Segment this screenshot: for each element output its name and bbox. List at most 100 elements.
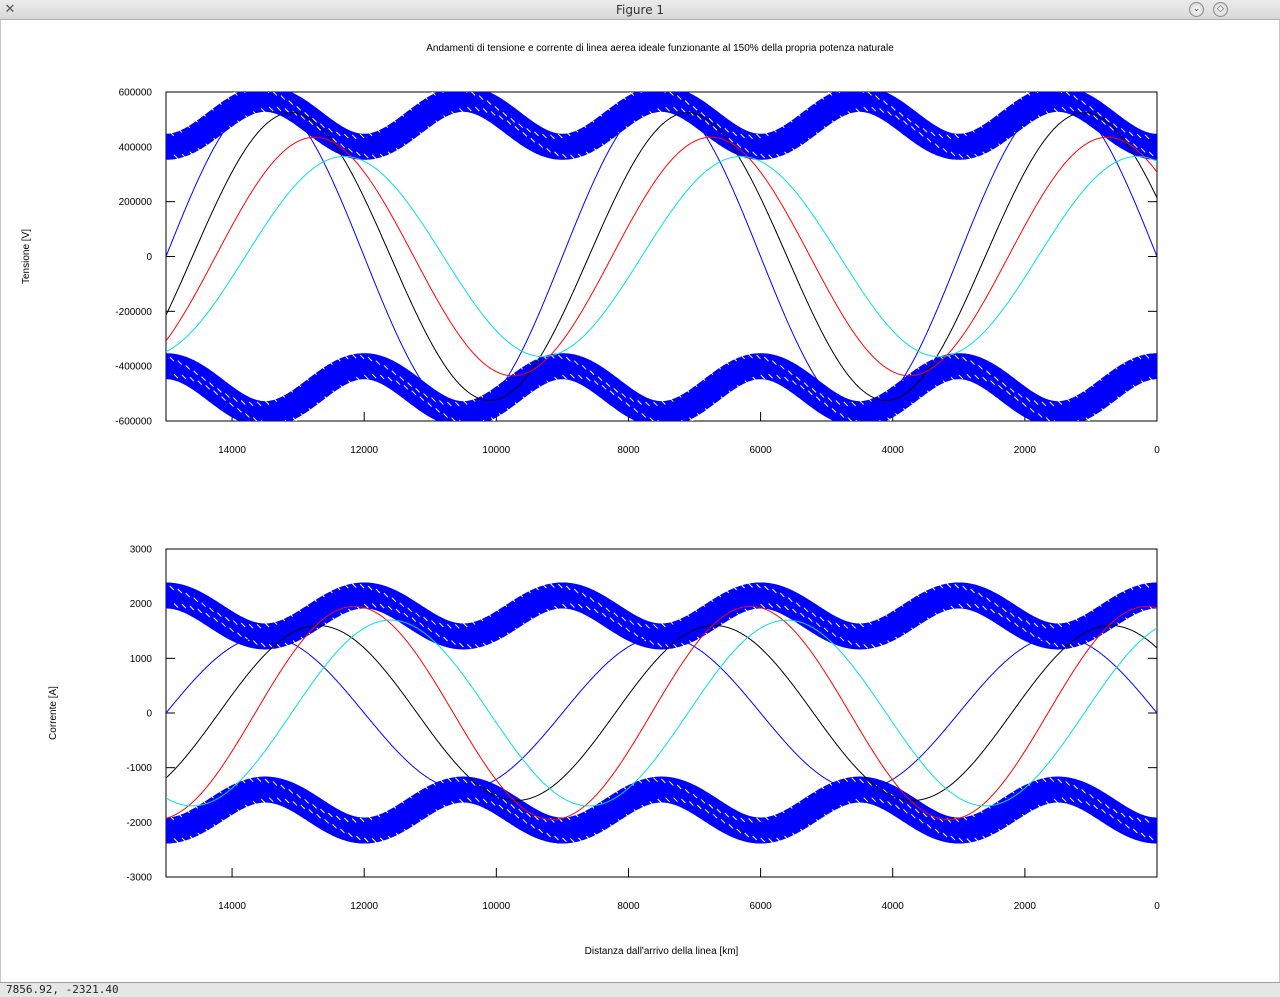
envelope-marker — [276, 643, 282, 649]
envelope-marker — [883, 788, 888, 794]
envelope-marker — [573, 588, 579, 594]
envelope-marker — [645, 623, 650, 629]
x-tick-label: 2000 — [1014, 901, 1037, 912]
envelope-marker — [950, 605, 956, 611]
axes-tensione[interactable]: 14000 12000 10000 8000 6000 4000 2000 0 600000 40… — [21, 87, 1169, 457]
envelope-marker — [1014, 396, 1019, 402]
window-titlebar[interactable]: ✕ Figure 1 ⌄ ◇ — [0, 0, 1280, 20]
envelope-marker — [454, 777, 460, 783]
envelope-marker — [657, 642, 662, 648]
envelope-marker — [954, 354, 960, 360]
envelope-marker — [803, 793, 809, 799]
envelope-marker — [1128, 131, 1134, 137]
envelope-marker — [229, 402, 234, 408]
envelope-marker — [958, 837, 964, 843]
envelope-marker — [799, 612, 805, 618]
envelope-marker — [375, 812, 381, 818]
lower-envelope-band — [166, 776, 1157, 844]
envelope-marker — [1156, 154, 1157, 155]
envelope-marker — [209, 607, 214, 613]
envelope-marker — [510, 804, 516, 809]
y-tick-label: 400000 — [119, 142, 153, 153]
envelope-marker — [252, 111, 258, 116]
envelope-marker — [229, 627, 234, 633]
axes-corrente[interactable]: 14000 12000 10000 8000 6000 4000 2000 030002000… — [48, 545, 1169, 958]
envelope-marker — [462, 778, 468, 784]
envelope-marker — [1165, 603, 1169, 607]
envelope-marker — [498, 413, 504, 418]
envelope-marker — [1105, 597, 1110, 602]
envelope-marker — [328, 588, 333, 594]
envelope-marker — [1045, 111, 1051, 116]
series-line-3 — [166, 619, 1157, 807]
envelope-marker — [403, 828, 409, 834]
envelope-marker — [486, 388, 492, 393]
y-tick-label: -400000 — [115, 362, 152, 373]
x-tick-label: 4000 — [882, 445, 905, 456]
envelope-marker — [415, 100, 420, 105]
envelope-marker — [383, 364, 389, 370]
envelope-marker — [930, 585, 936, 591]
envelope-marker — [518, 808, 524, 814]
envelope-marker — [1101, 808, 1106, 814]
envelope-marker — [482, 642, 488, 648]
envelope-marker — [676, 95, 682, 100]
envelope-marker — [895, 636, 900, 642]
envelope-marker — [328, 360, 333, 366]
envelope-marker — [213, 824, 218, 829]
minimize-button[interactable]: ⌄ — [1189, 2, 1204, 17]
envelope-marker — [708, 370, 714, 376]
envelope-marker — [815, 622, 821, 628]
maximize-button[interactable]: ◇ — [1213, 2, 1228, 17]
envelope-marker — [922, 812, 928, 818]
envelope-marker — [260, 798, 266, 804]
envelope-marker — [185, 592, 191, 598]
envelope-markers — [166, 583, 1169, 843]
envelope-marker — [379, 603, 385, 609]
envelope-marker — [348, 147, 353, 153]
envelope-marker — [792, 147, 797, 153]
envelope-marker — [827, 397, 833, 402]
envelope-marker — [221, 622, 226, 628]
envelope-marker — [1057, 622, 1063, 628]
envelope-marker — [185, 364, 191, 370]
envelope-marker — [744, 608, 750, 614]
y-tick-label: 2000 — [130, 599, 153, 610]
envelope-marker — [704, 632, 710, 638]
envelope-marker — [657, 108, 662, 113]
envelope-marker — [898, 798, 904, 804]
envelope-marker — [601, 612, 607, 618]
envelope-marker — [173, 838, 179, 843]
envelope-marker — [189, 151, 195, 157]
envelope-marker — [1017, 784, 1023, 790]
envelope-marker — [343, 583, 349, 589]
envelope-marker — [169, 131, 175, 137]
envelope-marker — [1017, 393, 1023, 398]
envelope-marker — [1120, 127, 1126, 133]
envelope-marker — [898, 111, 904, 117]
envelope-marker — [922, 127, 928, 133]
envelope-marker — [712, 813, 718, 819]
envelope-marker — [221, 818, 226, 824]
envelope-marker — [197, 147, 203, 153]
envelope-marker — [328, 127, 333, 133]
envelope-marker — [922, 360, 928, 366]
envelope-marker — [748, 353, 753, 359]
envelope-marker — [994, 111, 999, 117]
envelope-marker — [1101, 408, 1106, 413]
cursor-coordinates: 7856.92, -2321.40 — [6, 983, 119, 996]
envelope-marker — [359, 583, 365, 589]
envelope-marker — [732, 815, 738, 821]
envelope-marker — [454, 623, 460, 629]
envelope-marker — [978, 364, 983, 370]
envelope-marker — [597, 111, 603, 117]
envelope-marker — [550, 583, 555, 588]
envelope-marker — [1112, 808, 1118, 814]
envelope-marker — [1021, 125, 1027, 131]
envelope-marker — [562, 837, 567, 843]
envelope-marker — [546, 147, 551, 153]
envelope-marker — [1049, 777, 1055, 783]
envelope-marker — [752, 376, 758, 382]
envelope-marker — [986, 804, 991, 809]
y-tick-label: 600000 — [119, 88, 153, 99]
